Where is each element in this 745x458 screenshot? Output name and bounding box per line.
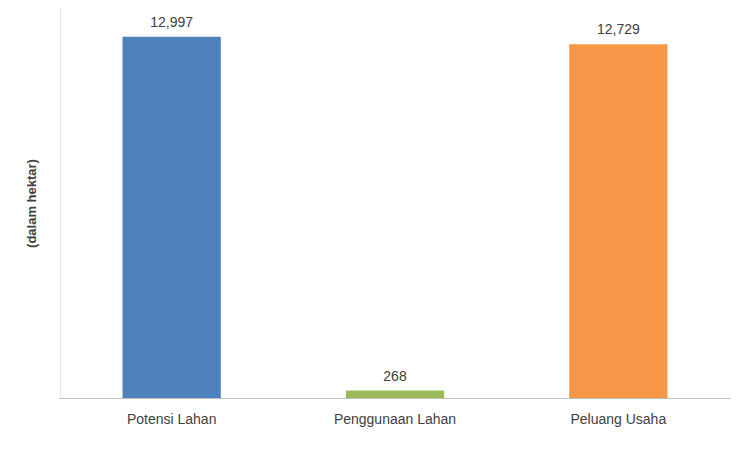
svg-text:Potensi Lahan: Potensi Lahan — [127, 411, 217, 427]
svg-text:12,729: 12,729 — [597, 21, 640, 37]
svg-text:Penggunaan Lahan: Penggunaan Lahan — [334, 411, 456, 427]
svg-text:Peluang Usaha: Peluang Usaha — [570, 411, 666, 427]
svg-text:(dalam hektar): (dalam hektar) — [24, 159, 39, 248]
svg-text:12,997: 12,997 — [150, 14, 193, 30]
svg-text:268: 268 — [383, 368, 407, 384]
